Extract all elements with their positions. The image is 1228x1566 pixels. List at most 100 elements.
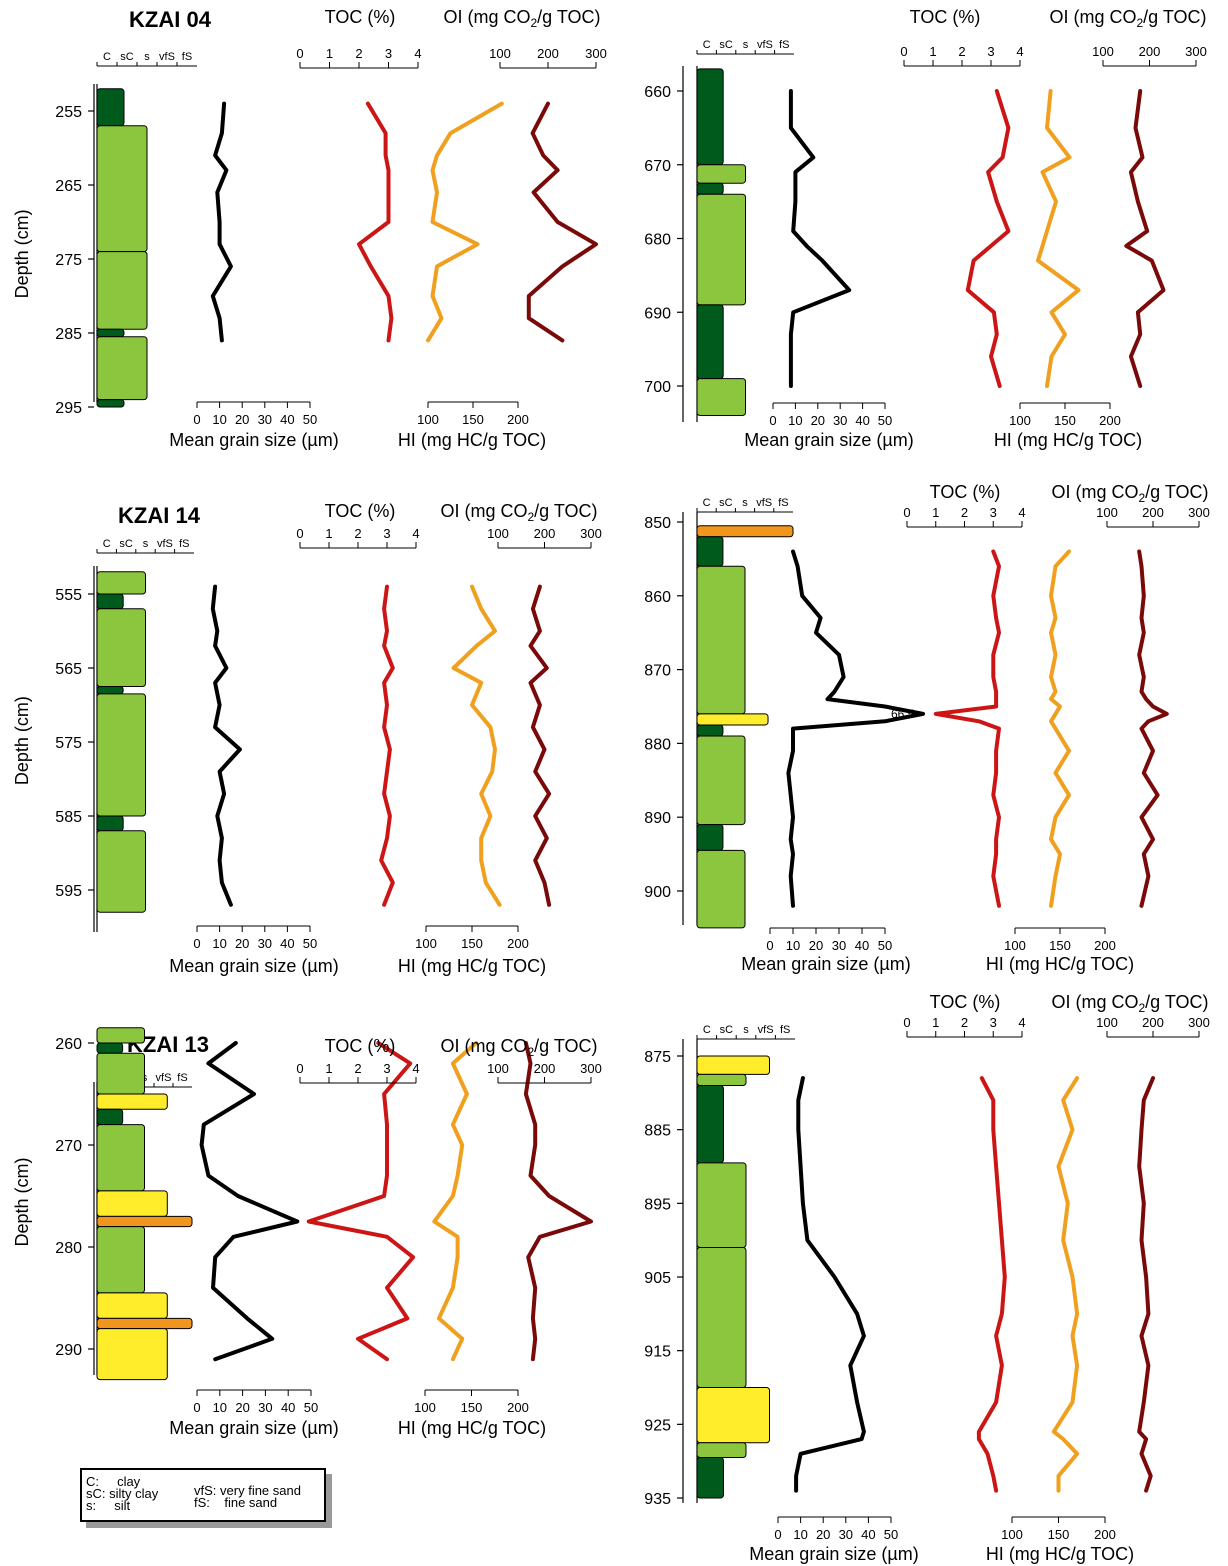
lithology-scale-label: vfS	[758, 1024, 774, 1036]
mgs-scale-tick-label: 50	[304, 1400, 318, 1415]
lithology-unit-clay	[96, 686, 124, 695]
oi-curve	[526, 101, 598, 343]
lithology-scale-label: sC	[719, 497, 733, 509]
depth-tick-label: 880	[644, 736, 671, 753]
hi-axis-title: HI (mg HC/g TOC)	[398, 1418, 546, 1438]
mgs-scale-tick-label: 40	[281, 1400, 295, 1415]
depth-tick-label: 915	[644, 1344, 671, 1361]
oi-axis-title: OI (mg CO2/g TOC)	[1051, 482, 1208, 505]
mgs-scale: 0 10 20 30 40 50	[193, 1389, 318, 1415]
oi-axis-title-part: OI (mg CO	[1051, 992, 1138, 1012]
toc-scale-tick-label: 2	[354, 526, 361, 541]
grain-size-annotation: 66.5	[891, 707, 915, 721]
depth-tick-label: 660	[644, 84, 671, 101]
oi-axis-title: OI (mg CO2/g TOC)	[440, 501, 597, 524]
mean-grain-size-curve	[210, 584, 242, 907]
hi-scale-tick-label: 150	[461, 1400, 483, 1415]
toc-scale-tick-label: 4	[414, 46, 421, 61]
lithology-column	[696, 1039, 771, 1503]
depth-tick-label: 295	[55, 400, 82, 417]
lithology-unit-clay	[96, 593, 124, 610]
oi-scale-tick-label: 300	[1188, 1015, 1210, 1030]
toc-curve	[357, 101, 394, 343]
toc-curve	[976, 1076, 1007, 1493]
toc-scale: 0 1 2 3 4	[296, 526, 420, 549]
mgs-scale-tick-label: 40	[280, 412, 294, 427]
lithology-unit-clay	[696, 304, 724, 380]
depth-tick-label: 900	[644, 884, 671, 901]
mgs-scale-tick-label: 20	[235, 412, 249, 427]
lithology-unit-clay	[96, 1042, 124, 1054]
oi-axis-title-part: OI (mg CO	[443, 7, 530, 27]
toc-scale: 0 1 2 3 4	[900, 44, 1024, 67]
toc-scale: 0 1 2 3 4	[903, 1015, 1026, 1038]
mgs-scale-tick-label: 30	[839, 1527, 853, 1542]
oi-curve	[1124, 89, 1166, 388]
hi-scale-tick-label: 200	[1099, 413, 1121, 428]
depth-tick-label: 690	[644, 305, 671, 322]
toc-scale-tick-label: 4	[1018, 505, 1025, 520]
lithology-unit-silty-clay	[96, 336, 148, 401]
hi-curve	[432, 1041, 479, 1362]
lithology-scale-label: C	[103, 538, 111, 550]
toc-scale-tick-label: 1	[325, 1061, 332, 1076]
lithology-unit-silt	[96, 1190, 168, 1217]
core-title: KZAI 04	[129, 7, 212, 32]
hi-axis-title: HI (mg HC/g TOC)	[986, 1544, 1134, 1564]
mean-grain-size-curve	[210, 101, 233, 343]
lithology-unit-silty-clay	[96, 608, 146, 687]
hi-scale: 100 150 200	[414, 1389, 529, 1415]
mean-grain-size-curve	[788, 89, 852, 388]
toc-scale-tick-label: 3	[987, 44, 994, 59]
lithology-unit-silty-clay	[696, 735, 746, 826]
toc-scale-tick-label: 3	[990, 505, 997, 520]
depth-tick-label: 280	[55, 1240, 82, 1257]
lithology-scale-label: C	[103, 51, 111, 63]
depth-tick-label: 255	[55, 104, 82, 121]
oi-axis-title-subscript: 2	[530, 16, 537, 30]
mgs-scale-tick-label: 10	[793, 1527, 807, 1542]
lithology-scale-label: fS	[177, 1072, 187, 1084]
toc-axis-title: TOC (%)	[325, 7, 396, 27]
lithology-scale-label: fS	[779, 39, 789, 51]
depth-tick-label: 260	[55, 1036, 82, 1053]
oi-scale-tick-label: 200	[1139, 44, 1161, 59]
hi-scale-tick-label: 100	[1004, 938, 1026, 953]
toc-scale-tick-label: 0	[296, 1061, 303, 1076]
oi-scale-tick-label: 100	[1092, 44, 1114, 59]
hi-scale: 100 150 200	[1001, 1516, 1116, 1542]
hi-scale-tick-label: 100	[415, 936, 437, 951]
toc-scale-tick-label: 0	[296, 526, 303, 541]
toc-scale-tick-label: 0	[903, 505, 910, 520]
lithology-unit-clay	[96, 88, 125, 127]
oi-scale-tick-label: 200	[534, 1061, 556, 1076]
lithology-scale-label: vfS	[156, 1072, 172, 1084]
lithology-scale-label: vfS	[159, 51, 175, 63]
mgs-scale-tick-label: 50	[303, 412, 317, 427]
lithology-unit-silty-clay	[696, 164, 746, 184]
oi-curve	[523, 1041, 593, 1362]
mgs-scale: 0 10 20 30 40 50	[769, 402, 892, 428]
toc-scale-tick-label: 4	[1016, 44, 1023, 59]
hi-axis-title: HI (mg HC/g TOC)	[986, 954, 1134, 974]
oi-axis-title-subscript: 2	[527, 510, 534, 524]
depth-tick-label: 555	[55, 587, 82, 604]
toc-axis-title: TOC (%)	[325, 501, 396, 521]
toc-axis-title: TOC (%)	[930, 482, 1001, 502]
hi-axis-title: HI (mg HC/g TOC)	[994, 430, 1142, 450]
lithology-unit-clay	[696, 536, 724, 567]
depth-axis-label: Depth (cm)	[12, 209, 32, 298]
oi-scale-tick-label: 100	[1096, 505, 1118, 520]
hi-scale-tick-label: 200	[507, 936, 529, 951]
toc-scale-tick-label: 2	[355, 46, 362, 61]
hi-scale-tick-label: 100	[417, 412, 439, 427]
toc-scale-tick-label: 2	[961, 1015, 968, 1030]
core-panel-3: KZAI 14 555 565 575 585 595 Depth (cm) C sC s vfS f…	[12, 501, 602, 976]
oi-scale: 100 200 300	[1096, 505, 1210, 528]
lithology-scale-label: C	[703, 1024, 711, 1036]
oi-scale-tick-label: 200	[537, 46, 559, 61]
mgs-scale-tick-label: 10	[213, 1400, 227, 1415]
lithology-unit-silty-clay	[96, 125, 148, 253]
